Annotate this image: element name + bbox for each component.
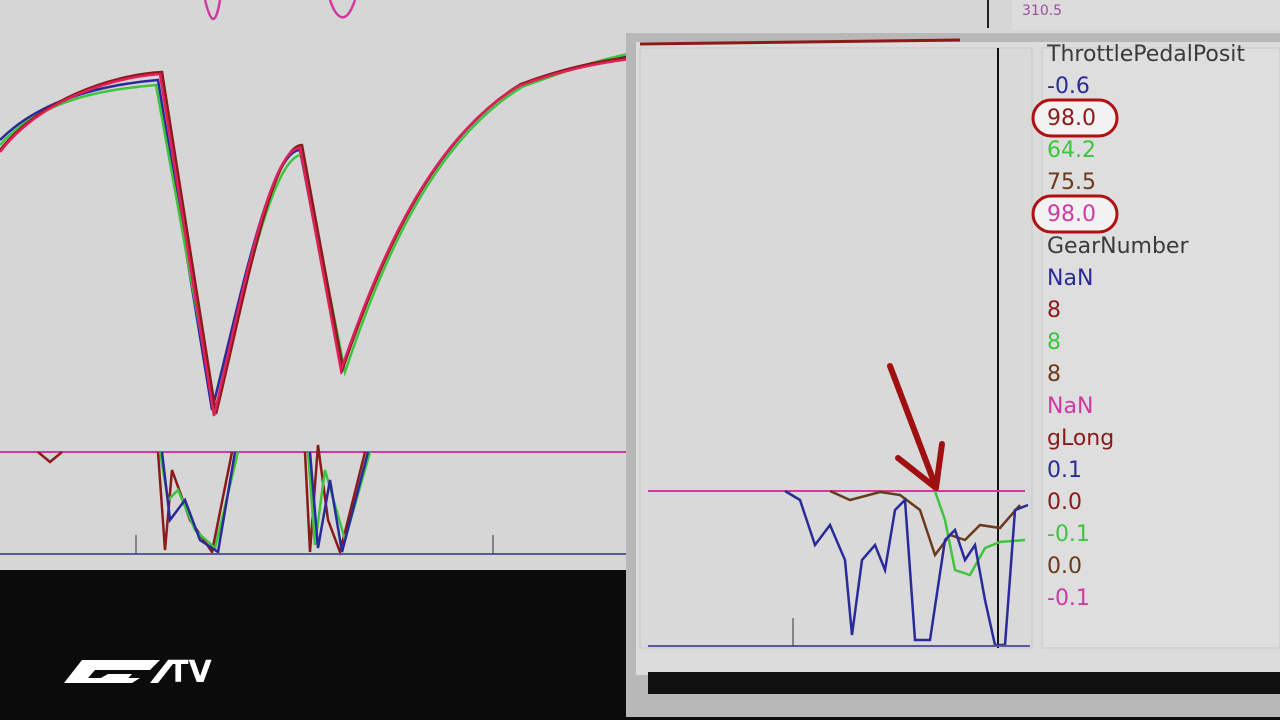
throttle-traces xyxy=(0,444,640,557)
speed-traces xyxy=(0,0,641,417)
inset-status-bar xyxy=(648,672,1280,694)
readout-value: 8 xyxy=(1047,330,1061,355)
readout-value: NaN xyxy=(1047,394,1093,419)
readout-value: -0.6 xyxy=(1047,74,1090,99)
inset-plot xyxy=(639,47,1033,649)
readout-label: GearNumber xyxy=(1047,234,1189,259)
inset-traces xyxy=(648,489,1030,647)
readout-value: NaN xyxy=(1047,266,1093,291)
readout-value: 0.0 xyxy=(1047,554,1082,579)
inset-top-trace xyxy=(639,38,961,46)
top-readout-bg xyxy=(1012,0,1280,30)
readout: ThrottlePedalPosit -0.6 98.0 64.2 75.5 98.0 Ge… xyxy=(1031,42,1245,611)
readout-value: 98.0 xyxy=(1047,106,1096,131)
readout-label: gLong xyxy=(1047,426,1114,451)
readout-value: 0.0 xyxy=(1047,490,1082,515)
readout-value: 8 xyxy=(1047,298,1061,323)
readout-label: ThrottlePedalPosit xyxy=(1046,42,1245,67)
readout-value: 75.5 xyxy=(1047,170,1096,195)
inset-readout-bg xyxy=(1041,47,1280,649)
readout-value: 0.1 xyxy=(1047,458,1082,483)
readout-value: 98.0 xyxy=(1047,202,1096,227)
readout-value: -0.1 xyxy=(1047,586,1090,611)
highlight-circle xyxy=(1031,194,1119,234)
readout-value: 64.2 xyxy=(1047,138,1096,163)
highlight-circle xyxy=(1031,98,1119,138)
top-readout-value: 310.5 xyxy=(1022,3,1062,19)
readout-value: -0.1 xyxy=(1047,522,1090,547)
f1-logo: TV xyxy=(64,655,212,690)
annotation-arrow xyxy=(887,363,945,491)
readout-value: 8 xyxy=(1047,362,1061,387)
logo-text: TV xyxy=(168,655,212,690)
